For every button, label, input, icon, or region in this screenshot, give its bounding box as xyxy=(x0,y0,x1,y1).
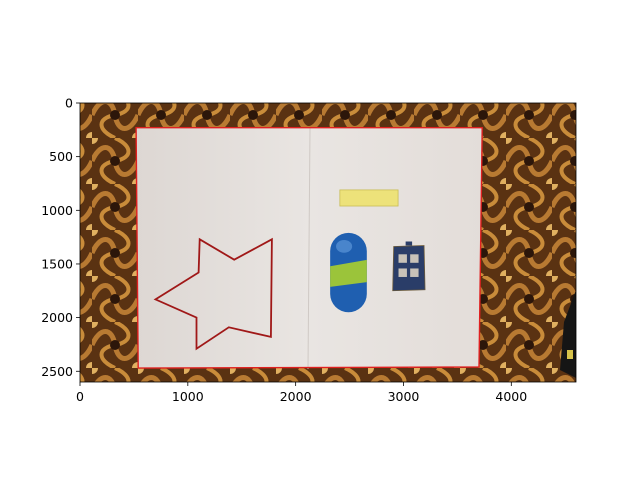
y-tick-label: 1000 xyxy=(41,203,73,218)
x-tick-label: 3000 xyxy=(388,389,420,404)
star-contour xyxy=(153,237,273,351)
y-tick-label: 500 xyxy=(49,149,73,164)
x-tick-label: 0 xyxy=(76,389,84,404)
tardis-badge xyxy=(392,241,426,292)
y-axis-ticks: 0 500 1000 1500 2000 2500 xyxy=(41,96,80,379)
x-tick-label: 1000 xyxy=(172,389,204,404)
paper-fold-line xyxy=(307,127,311,370)
tardis-window xyxy=(398,268,407,277)
y-tick-label: 2500 xyxy=(41,364,73,379)
y-tick-label: 0 xyxy=(65,96,73,111)
capsule-toy xyxy=(330,232,367,313)
tardis-window xyxy=(398,254,407,263)
capsule-green-band xyxy=(330,259,367,287)
sticky-note xyxy=(339,189,399,207)
axes-frame xyxy=(79,102,577,383)
x-tick-label: 2000 xyxy=(280,389,312,404)
y-tick-label: 2000 xyxy=(41,310,73,325)
capsule-highlight xyxy=(336,239,353,253)
tardis-lamp xyxy=(405,241,413,246)
tardis-window xyxy=(410,268,419,277)
photo-image xyxy=(80,103,576,382)
paper-contour xyxy=(135,126,483,369)
tardis-body xyxy=(392,245,426,292)
x-axis-ticks: 0 1000 2000 3000 4000 xyxy=(76,382,527,404)
black-object-corner xyxy=(560,290,576,378)
y-tick-label: 1500 xyxy=(41,256,73,271)
tardis-window xyxy=(410,254,419,263)
x-tick-label: 4000 xyxy=(495,389,527,404)
